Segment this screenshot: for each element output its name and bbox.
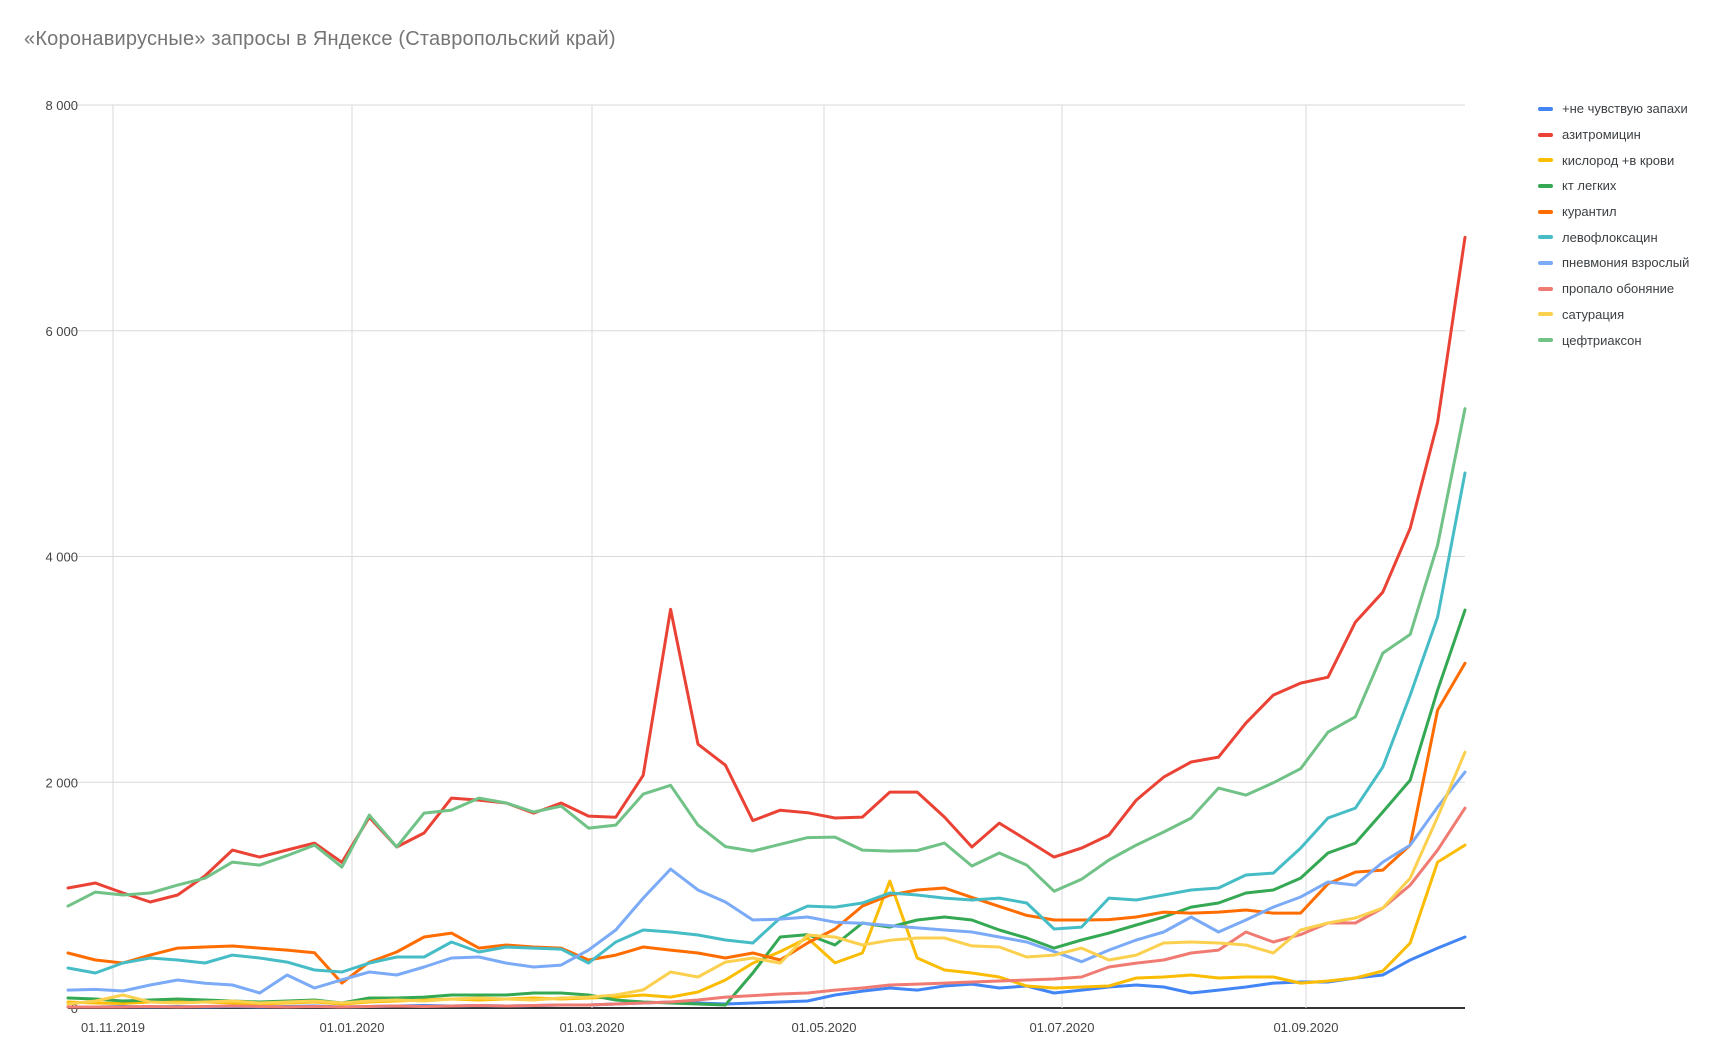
y-axis-tick-label: 4 000	[45, 550, 78, 565]
legend-item: +не чувствую запахи	[1538, 96, 1689, 122]
legend-swatch-icon	[1538, 183, 1553, 188]
legend-item: цефтриаксон	[1538, 327, 1689, 353]
legend-swatch-icon	[1538, 158, 1553, 163]
legend-item: пневмония взрослый	[1538, 250, 1689, 276]
legend-item: кислород +в крови	[1538, 147, 1689, 173]
x-axis-tick-label: 01.11.2019	[81, 1020, 145, 1035]
legend-item: кт легких	[1538, 173, 1689, 199]
legend-swatch-icon	[1538, 106, 1553, 111]
legend-item: сатурация	[1538, 302, 1689, 328]
y-axis-tick-label: 6 000	[45, 324, 78, 339]
legend-item-label: сатурация	[1562, 306, 1625, 322]
legend-item-label: кт легких	[1562, 178, 1617, 194]
legend-item-label: кислород +в крови	[1562, 152, 1675, 168]
legend-item-label: цефтриаксон	[1562, 332, 1642, 348]
x-axis-tick-label: 01.01.2020	[319, 1020, 384, 1035]
legend-swatch-icon	[1538, 338, 1553, 343]
legend-item-label: +не чувствую запахи	[1562, 101, 1688, 117]
chart-title: «Коронавирусные» запросы в Яндексе (Став…	[24, 28, 616, 50]
legend-item: азитромицин	[1538, 122, 1689, 148]
legend-swatch-icon	[1538, 260, 1553, 265]
series-line-цефтриаксон[interactable]	[66, 407, 1467, 908]
legend-swatch-icon	[1538, 286, 1553, 291]
x-axis-tick-label: 01.03.2020	[559, 1020, 624, 1035]
legend-item-label: левофлоксацин	[1562, 229, 1658, 245]
series-line-пропало-обоняние[interactable]	[66, 806, 1467, 1009]
legend-item-label: пропало обоняние	[1562, 281, 1675, 297]
series-line-азитромицин[interactable]	[66, 235, 1467, 904]
legend-swatch-icon	[1538, 132, 1553, 137]
x-axis-tick-label: 01.09.2020	[1273, 1020, 1338, 1035]
legend-item: курантил	[1538, 199, 1689, 225]
legend-item-label: курантил	[1562, 204, 1617, 220]
x-axis-tick-label: 01.07.2020	[1029, 1020, 1094, 1035]
x-axis-tick-label: 01.05.2020	[791, 1020, 856, 1035]
y-axis-tick-label: 8 000	[45, 98, 78, 113]
legend-item-label: пневмония взрослый	[1562, 255, 1690, 271]
legend-swatch-icon	[1538, 312, 1553, 317]
legend-swatch-icon	[1538, 209, 1553, 214]
legend-item: левофлоксацин	[1538, 224, 1689, 250]
series-line-пневмония-взрослый[interactable]	[66, 770, 1467, 995]
legend-swatch-icon	[1538, 235, 1553, 240]
legend: +не чувствую запахи азитромицин кислород +…	[1538, 96, 1689, 353]
series-line-курантил[interactable]	[66, 661, 1467, 985]
series-line-сатурация[interactable]	[66, 750, 1467, 1006]
y-axis-tick-label: 2 000	[45, 775, 78, 790]
legend-item: пропало обоняние	[1538, 276, 1689, 302]
series-line-левофлоксацин[interactable]	[66, 471, 1467, 975]
legend-item-label: азитромицин	[1562, 127, 1641, 143]
series-line-кт-легких[interactable]	[66, 608, 1467, 1007]
